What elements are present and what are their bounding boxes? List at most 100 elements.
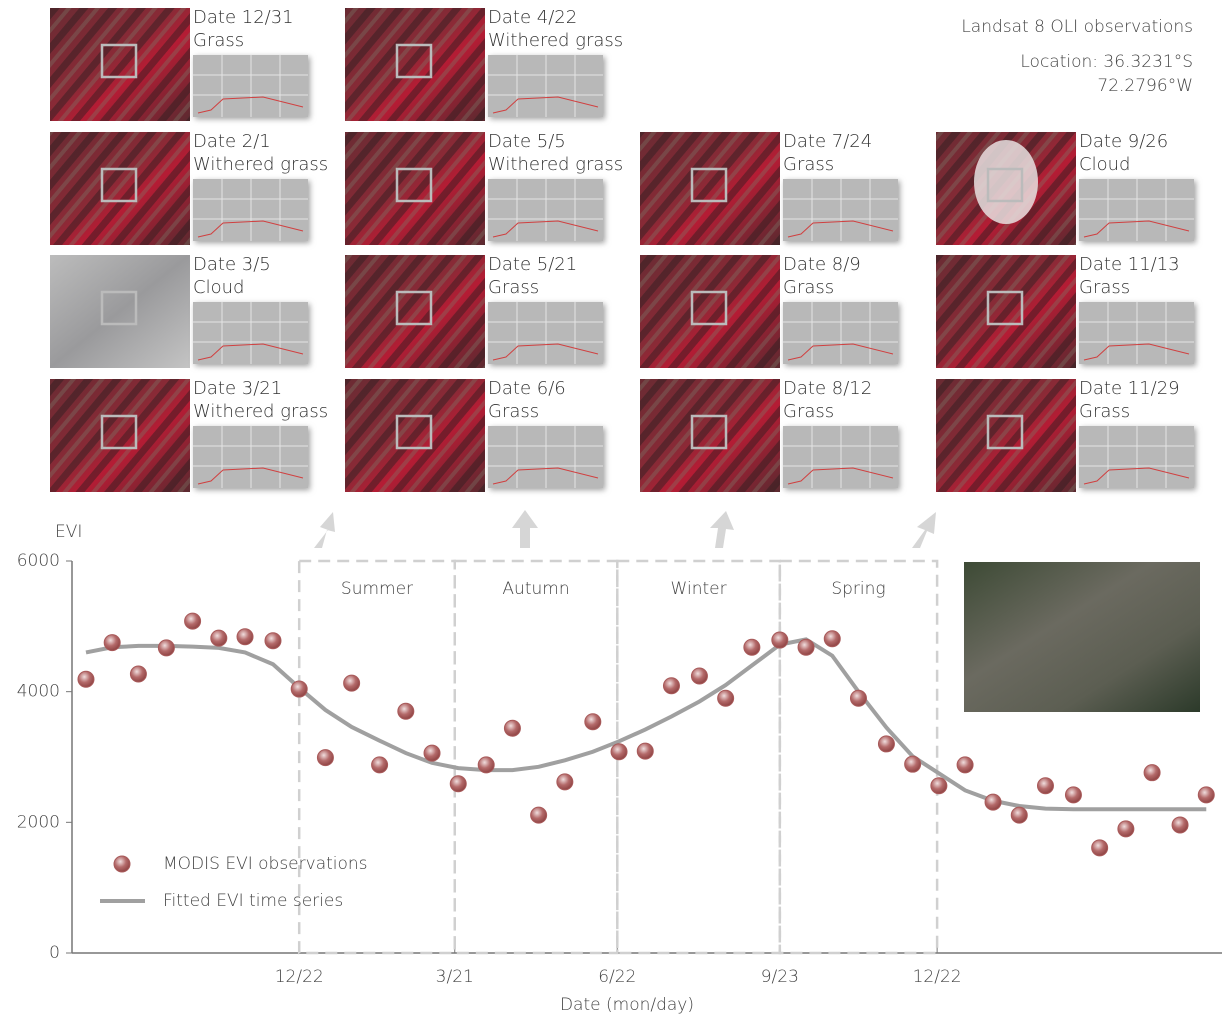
observation-point bbox=[1037, 778, 1053, 794]
observation-point bbox=[291, 681, 307, 697]
observation-point bbox=[931, 778, 947, 794]
observation-point bbox=[211, 630, 227, 646]
observation-point bbox=[1144, 765, 1160, 781]
observation-point bbox=[878, 736, 894, 752]
image-texture bbox=[50, 379, 190, 492]
y-tick-label: 6000 bbox=[17, 551, 60, 571]
panel-date: Date 2/1 bbox=[193, 131, 271, 152]
legend-swatch bbox=[114, 856, 130, 872]
panel-label: Grass bbox=[1079, 277, 1130, 298]
panel: Date 11/13Grass bbox=[936, 254, 1194, 368]
panel: Date 4/22Withered grass bbox=[345, 7, 623, 121]
panel-date: Date 11/29 bbox=[1079, 378, 1180, 399]
panel-date: Date 5/21 bbox=[488, 254, 577, 275]
observation-point bbox=[104, 635, 120, 651]
y-tick-label: 0 bbox=[49, 943, 60, 963]
observation-point bbox=[1172, 817, 1188, 833]
x-tick-label: 12/22 bbox=[275, 967, 324, 987]
observation-point bbox=[185, 613, 201, 629]
panel: Date 11/29Grass bbox=[936, 378, 1194, 492]
aerial-photo bbox=[964, 562, 1200, 712]
image-texture bbox=[640, 255, 780, 368]
image-texture bbox=[345, 379, 485, 492]
panel-label: Cloud bbox=[193, 277, 244, 298]
observation-point bbox=[372, 757, 388, 773]
observation-point bbox=[265, 633, 281, 649]
arrow bbox=[512, 510, 538, 548]
observation-point bbox=[957, 757, 973, 773]
season-label: Summer bbox=[341, 579, 413, 599]
observation-point bbox=[450, 776, 466, 792]
panel-label: Grass bbox=[783, 154, 834, 175]
arrow bbox=[912, 512, 936, 548]
observation-point bbox=[985, 794, 1001, 810]
location: Location: 36.3231°S bbox=[1020, 52, 1193, 72]
panel-date: Date 6/6 bbox=[488, 378, 566, 399]
season-label: Winter bbox=[671, 579, 727, 599]
observation-point bbox=[478, 757, 494, 773]
panel-label: Grass bbox=[193, 30, 244, 51]
legend-label: Fitted EVI time series bbox=[163, 891, 343, 911]
panel: Date 2/1Withered grass bbox=[50, 131, 328, 245]
arrow bbox=[710, 511, 734, 548]
observation-point bbox=[585, 714, 601, 730]
observation-point bbox=[772, 632, 788, 648]
image-texture bbox=[936, 379, 1076, 492]
observation-point bbox=[824, 631, 840, 647]
observation-point bbox=[1092, 840, 1108, 856]
panel-date: Date 5/5 bbox=[488, 131, 566, 152]
observation-point bbox=[531, 807, 547, 823]
observation-point bbox=[1011, 807, 1027, 823]
observation-point bbox=[78, 671, 94, 687]
image-texture bbox=[345, 255, 485, 368]
satellite-image bbox=[50, 255, 190, 368]
image-texture bbox=[50, 8, 190, 121]
x-axis-label: Date (mon/day) bbox=[560, 995, 694, 1015]
panel-date: Date 3/21 bbox=[193, 378, 282, 399]
y-tick-label: 2000 bbox=[17, 812, 60, 832]
cloud-blob bbox=[974, 140, 1038, 224]
panel-label: Grass bbox=[1079, 401, 1130, 422]
observation-point bbox=[611, 744, 627, 760]
observation-point bbox=[905, 756, 921, 772]
panel-date: Date 9/26 bbox=[1079, 131, 1168, 152]
image-texture bbox=[345, 8, 485, 121]
observation-point bbox=[691, 668, 707, 684]
landsat-panels: Date 12/31GrassDate 2/1Withered grassDat… bbox=[50, 7, 1194, 492]
image-texture bbox=[640, 132, 780, 245]
image-texture bbox=[640, 379, 780, 492]
panel-label: Grass bbox=[783, 401, 834, 422]
image-texture bbox=[345, 132, 485, 245]
image-texture bbox=[50, 132, 190, 245]
panel-label: Withered grass bbox=[488, 154, 623, 175]
panel-label: Grass bbox=[488, 277, 539, 298]
observation-point bbox=[850, 690, 866, 706]
observation-point bbox=[317, 750, 333, 766]
observation-point bbox=[504, 720, 520, 736]
arrows bbox=[314, 510, 936, 548]
observation-point bbox=[1118, 821, 1134, 837]
panel-label: Cloud bbox=[1079, 154, 1130, 175]
observation-point bbox=[344, 675, 360, 691]
y-axis-label: EVI bbox=[55, 522, 82, 542]
observation-point bbox=[398, 703, 414, 719]
image-texture bbox=[936, 255, 1076, 368]
season-label: Autumn bbox=[502, 579, 569, 599]
location: 72.2796°W bbox=[1097, 76, 1193, 96]
observation-point bbox=[557, 774, 573, 790]
panel-label: Withered grass bbox=[488, 30, 623, 51]
observation-point bbox=[744, 639, 760, 655]
x-tick-label: 3/21 bbox=[436, 967, 474, 987]
observation-point bbox=[237, 629, 253, 645]
y-tick-label: 4000 bbox=[17, 682, 60, 702]
observation-point bbox=[637, 743, 653, 759]
